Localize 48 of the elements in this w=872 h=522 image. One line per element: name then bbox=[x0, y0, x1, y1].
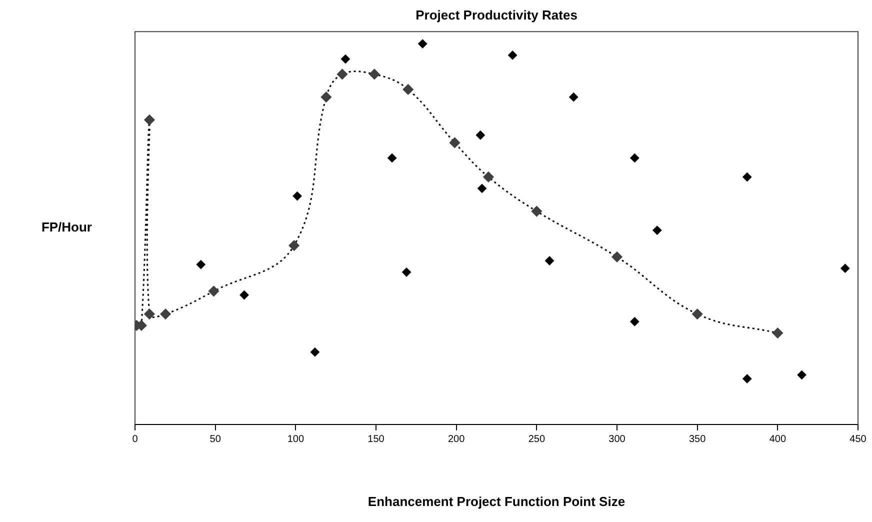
x-tick-label: 250 bbox=[528, 434, 546, 446]
point bbox=[402, 84, 414, 95]
point bbox=[742, 172, 752, 182]
point bbox=[144, 114, 155, 126]
point bbox=[310, 348, 320, 357]
point bbox=[692, 308, 703, 320]
point bbox=[388, 153, 397, 162]
point bbox=[630, 317, 640, 326]
point bbox=[418, 39, 428, 48]
point bbox=[508, 50, 518, 60]
y-axis-title: FP/Hour bbox=[41, 220, 92, 235]
x-tick-label: 450 bbox=[850, 434, 867, 446]
point bbox=[612, 252, 622, 262]
x-tick-label: 150 bbox=[368, 434, 385, 446]
x-tick-label: 400 bbox=[769, 434, 786, 446]
point bbox=[337, 68, 348, 80]
point bbox=[476, 130, 485, 140]
point bbox=[483, 172, 494, 182]
chart-title: Project Productivity Rates bbox=[416, 7, 578, 22]
point bbox=[196, 260, 206, 270]
point bbox=[545, 256, 554, 266]
point bbox=[320, 92, 332, 102]
point bbox=[369, 68, 380, 80]
point bbox=[449, 137, 460, 148]
point bbox=[240, 290, 249, 300]
point bbox=[772, 328, 783, 338]
x-tick-label: 0 bbox=[132, 434, 138, 446]
x-tick-label: 50 bbox=[210, 434, 222, 446]
point bbox=[160, 308, 171, 320]
point bbox=[478, 184, 487, 193]
point bbox=[569, 92, 578, 102]
point bbox=[288, 240, 300, 251]
x-tick-label: 350 bbox=[688, 434, 706, 446]
x-tick-label: 100 bbox=[287, 434, 304, 446]
point bbox=[797, 370, 806, 380]
point bbox=[402, 268, 412, 277]
point bbox=[531, 206, 542, 217]
point bbox=[652, 226, 662, 235]
point bbox=[292, 192, 302, 201]
point bbox=[630, 153, 640, 162]
point bbox=[144, 308, 155, 320]
x-tick-label: 300 bbox=[608, 434, 626, 446]
x-axis-title: Enhancement Project Function Point Size bbox=[368, 494, 626, 509]
x-tick-label: 200 bbox=[448, 434, 466, 446]
point bbox=[840, 264, 850, 273]
point bbox=[742, 374, 752, 384]
point bbox=[340, 54, 350, 64]
point bbox=[208, 286, 219, 296]
